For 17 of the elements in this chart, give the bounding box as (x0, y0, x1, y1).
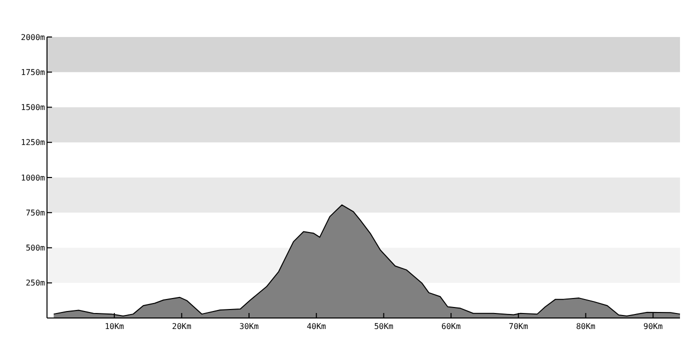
x-tick-label: 20Km (172, 322, 192, 331)
x-tick-label: 40Km (306, 322, 326, 331)
x-tick-label: 60Km (441, 322, 461, 331)
y-tick-label: 1500m (20, 103, 46, 112)
y-tick-label: 2000m (20, 32, 46, 42)
x-tick-label: 90Km (643, 322, 663, 331)
x-tick-label: 50Km (374, 322, 394, 331)
x-tick-label: 30Km (239, 322, 259, 331)
y-tick-label: 1750m (20, 68, 46, 77)
y-tick-label: 1000m (20, 173, 46, 182)
x-tick-label: 70Km (508, 322, 528, 331)
y-tick-label: 500m (26, 244, 46, 253)
x-tick-label: 10Km (104, 322, 124, 331)
y-tick-label: 250m (26, 278, 46, 288)
x-tick-label: 80Km (576, 322, 596, 331)
y-tick-label: 750m (26, 208, 46, 218)
y-tick-label: 1250m (20, 138, 46, 148)
